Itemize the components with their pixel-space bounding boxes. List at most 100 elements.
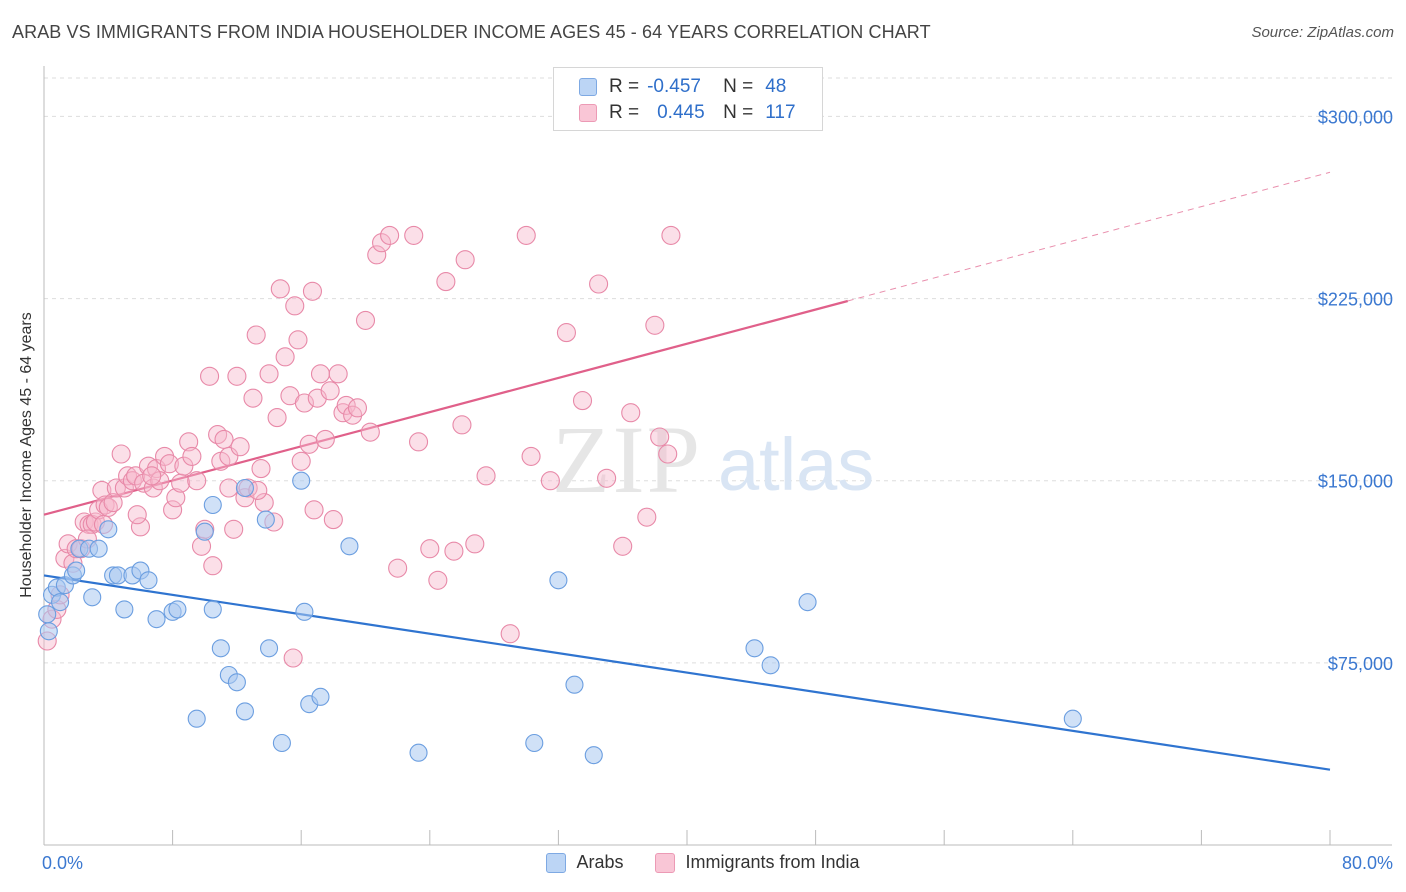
arabs-point	[565, 675, 584, 694]
arabs-point	[227, 673, 246, 692]
india-point	[360, 422, 380, 442]
watermark: ZIP atlas	[552, 406, 874, 513]
india-point	[243, 388, 263, 408]
india-point	[270, 279, 290, 299]
india-point	[182, 446, 202, 466]
trend-lines	[43, 171, 1331, 771]
india-point	[500, 624, 520, 644]
india-point	[126, 466, 146, 486]
india-point	[320, 381, 340, 401]
india-point	[388, 558, 408, 578]
india-point	[143, 478, 163, 498]
india-point	[208, 425, 228, 445]
arabs-point	[139, 571, 158, 590]
india-point	[367, 245, 387, 265]
india-point	[516, 225, 536, 245]
y-tick-label: $75,000	[1328, 654, 1393, 674]
arabs-point	[67, 561, 86, 580]
y-axis-label: Householder Income Ages 45 - 64 years	[18, 312, 35, 598]
correlation-legend: R = -0.457 N = 48 R = 0.445 N = 117	[553, 67, 823, 131]
arabs-point	[525, 733, 544, 753]
india-point	[174, 456, 194, 476]
india-point	[130, 517, 150, 537]
y-tick-label: $150,000	[1318, 472, 1393, 492]
legend-row-india: R = 0.445 N = 117	[579, 101, 796, 125]
arabs-point	[311, 687, 330, 706]
x-tick-label-max: 80.0%	[1342, 853, 1393, 873]
india-point	[106, 478, 126, 498]
arabs-point	[761, 656, 780, 675]
india-point	[302, 281, 323, 301]
arabs-point	[115, 600, 134, 619]
india-point	[328, 364, 348, 384]
india-point	[111, 444, 131, 464]
india-point	[159, 454, 179, 474]
india-point	[179, 432, 199, 452]
arabs-swatch	[579, 78, 597, 96]
india-point	[214, 429, 234, 449]
india-point	[95, 495, 115, 515]
n-value: 48	[765, 76, 787, 97]
chart-title: ARAB VS IMMIGRANTS FROM INDIA HOUSEHOLDE…	[12, 22, 931, 42]
india-point	[315, 429, 335, 449]
arabs-point	[168, 600, 187, 619]
arabs-point	[38, 605, 57, 624]
arabs-point	[340, 537, 359, 556]
x-tick-label-min: 0.0%	[42, 853, 83, 873]
india-point	[650, 427, 670, 447]
india-point	[355, 310, 376, 330]
n-label: N =	[723, 102, 754, 123]
r-value: -0.457	[647, 76, 701, 97]
india-point	[291, 451, 311, 471]
india-point	[658, 444, 678, 464]
india-point	[597, 468, 617, 488]
india-point	[285, 296, 305, 316]
arabs-point	[39, 622, 58, 641]
arabs-point	[147, 610, 166, 629]
india-point	[166, 488, 186, 508]
india-point	[219, 478, 239, 498]
india-point	[203, 556, 223, 576]
india-point	[171, 473, 191, 493]
r-label: R =	[609, 102, 640, 123]
india-point	[103, 493, 123, 513]
arabs-point	[745, 639, 764, 658]
arabs-point	[51, 593, 70, 612]
india-legend-label: Immigrants from India	[685, 852, 860, 872]
india-point	[408, 432, 429, 452]
india-point	[621, 403, 641, 423]
india-point	[310, 364, 331, 384]
india-point	[275, 347, 295, 367]
arabs-point	[1063, 709, 1082, 728]
india-point	[465, 534, 485, 554]
india-point	[476, 466, 496, 486]
tick-labels: $75,000 $150,000 $225,000 $300,000 0.0% 80.0%	[42, 107, 1393, 873]
arabs-point	[549, 571, 568, 590]
series-legend: Arabs Immigrants from India	[0, 852, 1406, 873]
india-point	[336, 395, 356, 415]
arabs-point	[187, 709, 206, 728]
arabs-point	[203, 495, 222, 515]
arabs-point	[409, 743, 428, 762]
india-point	[246, 325, 266, 345]
india-point	[404, 225, 424, 245]
india-point	[661, 225, 681, 245]
grid-lines	[44, 77, 1392, 664]
r-value: 0.445	[657, 102, 705, 123]
india-point	[267, 408, 287, 428]
watermark-atlas: atlas	[718, 423, 874, 506]
india-point	[452, 415, 472, 435]
legend-item-india[interactable]: Immigrants from India	[655, 852, 860, 873]
arabs-point	[259, 639, 279, 658]
india-point	[294, 393, 314, 413]
arabs-point	[256, 510, 275, 529]
india-point	[230, 437, 250, 457]
legend-row-arabs: R = -0.457 N = 48	[579, 75, 786, 99]
arabs-point	[295, 602, 314, 621]
n-label: N =	[723, 76, 754, 97]
arabs-point	[272, 733, 291, 753]
legend-item-arabs[interactable]: Arabs	[546, 852, 623, 873]
india-trend-extension	[847, 171, 1331, 302]
india-point	[436, 272, 456, 292]
india-point	[420, 539, 440, 559]
